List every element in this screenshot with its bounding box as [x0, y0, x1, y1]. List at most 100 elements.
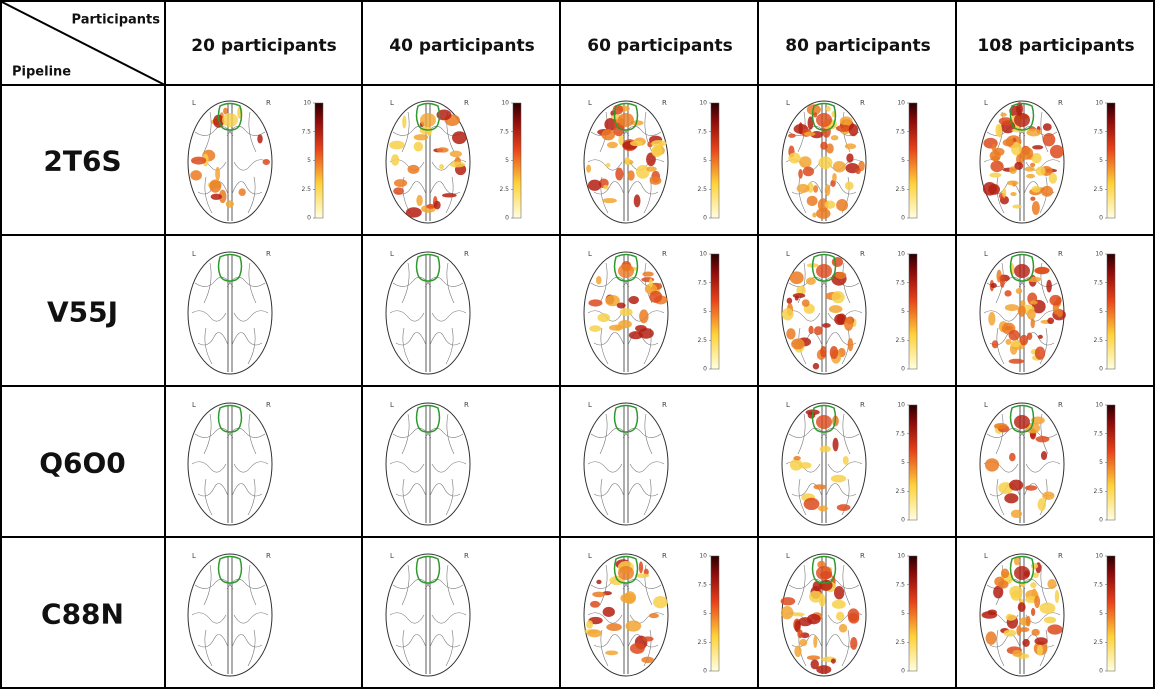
activation-blob — [989, 172, 1002, 178]
activation-blob — [413, 141, 424, 152]
activation-blob — [393, 187, 404, 195]
brain-gyrus — [1040, 564, 1049, 606]
activation-blob — [416, 194, 423, 207]
activation-blob — [605, 650, 619, 656]
brain-gyrus — [389, 461, 425, 473]
activation-blob — [1014, 161, 1024, 170]
brain-gyrus — [226, 125, 266, 137]
colorbar-tick-label: 2.5 — [1093, 488, 1103, 495]
region-of-interest — [613, 404, 639, 433]
brain-gyrus — [590, 276, 630, 288]
activation-blob — [848, 613, 860, 624]
brain-gyrus — [204, 176, 213, 214]
brain-gyrus — [203, 564, 212, 606]
brain-gyrus — [226, 276, 266, 288]
brain-gyrus — [203, 262, 212, 304]
colorbar-tick-label: 10 — [1095, 251, 1103, 258]
activation-blob — [998, 117, 1013, 126]
activation-blob — [1017, 305, 1026, 317]
colorbar — [710, 253, 720, 370]
hemisphere-label: R — [1058, 250, 1063, 258]
colorbar-tick-label: 2.5 — [895, 639, 905, 646]
activation-blob — [1010, 191, 1017, 197]
region-of-interest — [415, 555, 441, 584]
hemisphere-label: R — [266, 401, 271, 409]
brain-gyrus — [627, 483, 659, 497]
hemisphere-label: L — [192, 250, 196, 258]
activation-blob — [831, 257, 844, 267]
activation-blob — [635, 325, 647, 332]
brain-gyrus — [392, 578, 432, 590]
hemisphere-label: L — [984, 552, 988, 560]
region-of-interest — [811, 253, 837, 282]
hemisphere-label: R — [860, 99, 865, 107]
activation-blob — [818, 505, 828, 512]
activation-blob — [1047, 579, 1057, 590]
activation-blob — [586, 164, 592, 173]
activation-blob — [824, 200, 836, 209]
colorbar-tick-label: 10 — [1095, 402, 1103, 409]
colorbar-tick-label: 5 — [703, 610, 707, 617]
brain-gyrus — [401, 262, 410, 304]
brain-gyrus — [402, 478, 411, 516]
activation-blob — [1036, 644, 1043, 656]
activation-blob — [808, 325, 814, 335]
hemisphere-label: L — [192, 401, 196, 409]
colorbar — [1106, 102, 1116, 219]
hemisphere-label: L — [588, 99, 592, 107]
activation-blob — [991, 340, 999, 349]
hemisphere-label: R — [860, 552, 865, 560]
activation-blob — [602, 606, 615, 618]
activation-blob — [1046, 279, 1052, 293]
brain-gyrus — [389, 310, 425, 322]
region-of-interest — [613, 555, 639, 584]
activation-blob — [793, 456, 801, 461]
activation-blob — [1026, 128, 1042, 137]
brain-gyrus — [424, 578, 464, 590]
activation-blob — [653, 596, 668, 609]
activation-blob — [630, 140, 643, 147]
corner-side-label: Pipeline — [12, 65, 71, 80]
brain-gyrus — [204, 629, 213, 667]
colorbar-tick-label: 0 — [1099, 366, 1103, 373]
activation-blob — [629, 643, 645, 654]
colorbar-tick-label: 7.5 — [895, 128, 905, 135]
activation-blob — [780, 597, 796, 606]
activation-blob — [589, 325, 602, 332]
brain-gyrus — [389, 612, 425, 624]
activation-blob — [1012, 204, 1022, 209]
brain-gyrus — [788, 427, 828, 439]
activation-blob — [1037, 498, 1047, 511]
activation-blob — [1030, 196, 1036, 201]
activation-blob — [826, 143, 834, 154]
activation-blob — [218, 189, 227, 204]
activation-blob — [798, 462, 812, 469]
activation-blob — [1047, 317, 1055, 325]
activation-blob — [798, 169, 803, 179]
brain-gyrus — [194, 125, 234, 137]
activation-blob — [393, 179, 408, 188]
activation-blob — [818, 156, 833, 170]
column-header: 20 participants — [191, 36, 336, 56]
corner-diagonal — [1, 1, 166, 86]
brain-gyrus — [429, 483, 461, 497]
activation-blob — [238, 188, 246, 196]
activation-blob — [1005, 338, 1012, 345]
activation-blob — [836, 313, 847, 325]
brain-outline — [385, 251, 471, 375]
activation-blob — [830, 474, 847, 483]
brain-midline — [425, 556, 431, 674]
activation-blob — [982, 182, 997, 196]
activation-blob — [628, 331, 643, 340]
brain-gyrus — [204, 327, 213, 365]
activation-blob — [846, 153, 854, 163]
activation-blob — [1019, 627, 1030, 633]
brain-gyrus — [429, 634, 461, 648]
activation-blob — [1019, 147, 1034, 160]
brain-gyrus — [590, 427, 630, 439]
activation-blob — [225, 200, 234, 208]
colorbar-tick-label: 10 — [501, 100, 509, 107]
activation-blob — [786, 297, 793, 304]
